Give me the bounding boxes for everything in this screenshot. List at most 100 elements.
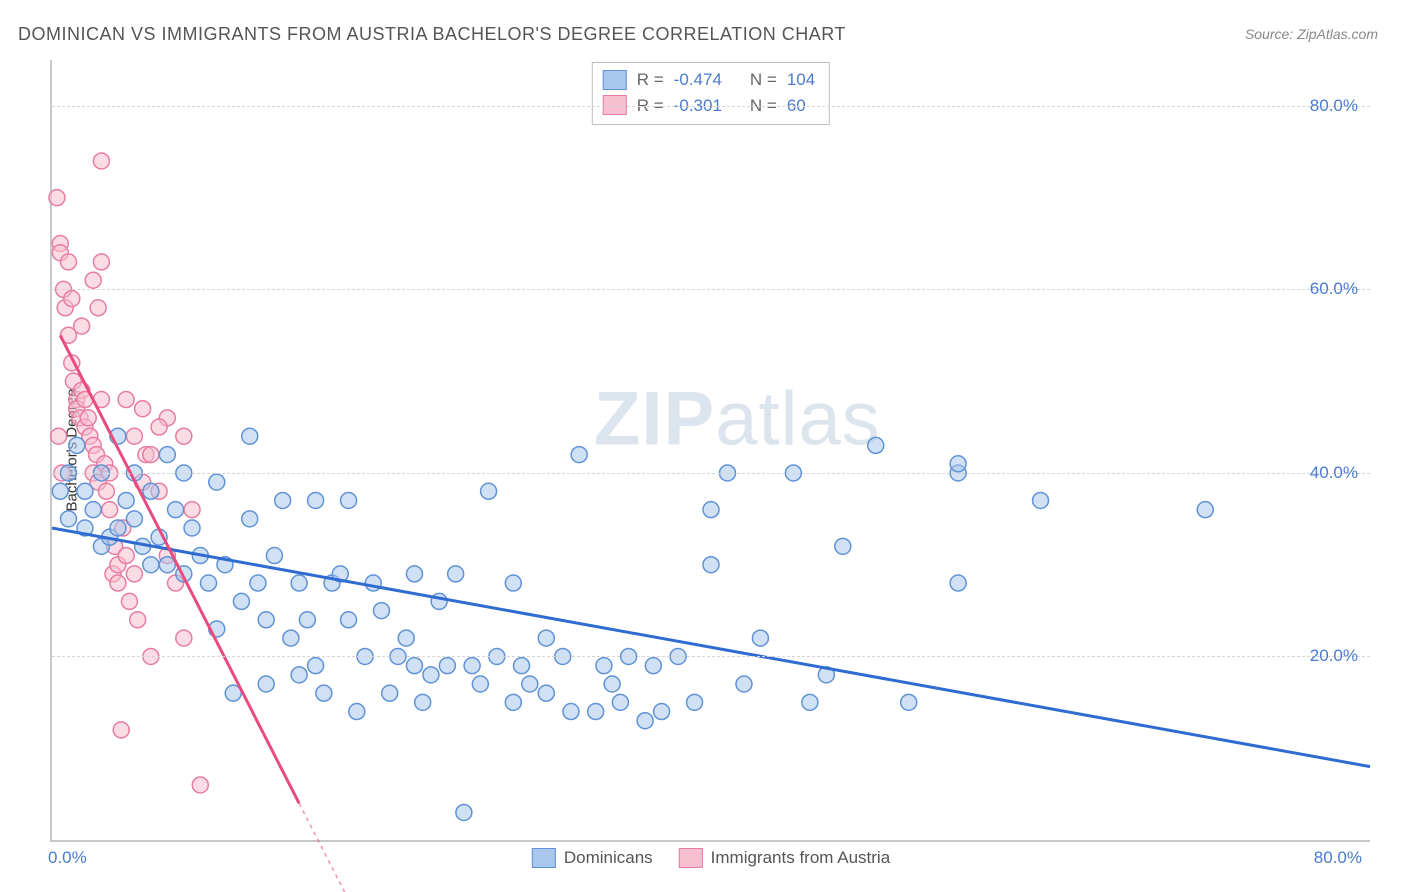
data-point (258, 612, 274, 628)
swatch-austria-icon (679, 848, 703, 868)
data-point (415, 694, 431, 710)
data-point (596, 658, 612, 674)
gridline (52, 289, 1370, 290)
data-point (176, 630, 192, 646)
data-point (121, 593, 137, 609)
data-point (703, 557, 719, 573)
chart-svg (52, 60, 1370, 840)
data-point (802, 694, 818, 710)
x-tick-origin: 0.0% (48, 848, 87, 868)
data-point (184, 502, 200, 518)
data-point (74, 318, 90, 334)
data-point (242, 511, 258, 527)
data-point (85, 272, 101, 288)
data-point (184, 520, 200, 536)
gridline (52, 106, 1370, 107)
data-point (464, 658, 480, 674)
x-tick-max: 80.0% (1314, 848, 1362, 868)
data-point (159, 447, 175, 463)
data-point (201, 575, 217, 591)
data-point (308, 658, 324, 674)
swatch-dominicans (603, 70, 627, 90)
data-point (143, 483, 159, 499)
data-point (126, 511, 142, 527)
data-point (637, 713, 653, 729)
data-point (126, 428, 142, 444)
data-point (1033, 492, 1049, 508)
data-point (80, 410, 96, 426)
data-point (505, 694, 521, 710)
data-point (52, 483, 68, 499)
data-point (341, 492, 357, 508)
data-point (538, 630, 554, 646)
data-point (49, 190, 65, 206)
data-point (64, 291, 80, 307)
data-point (126, 566, 142, 582)
data-point (143, 557, 159, 573)
gridline (52, 473, 1370, 474)
stats-row-dominicans: R = -0.474 N = 104 (603, 67, 815, 93)
y-tick-label: 60.0% (1310, 279, 1358, 299)
source-label: Source: ZipAtlas.com (1245, 26, 1378, 42)
data-point (69, 437, 85, 453)
data-point (612, 694, 628, 710)
data-point (645, 658, 661, 674)
data-point (77, 483, 93, 499)
data-point (472, 676, 488, 692)
data-point (505, 575, 521, 591)
data-point (423, 667, 439, 683)
data-point (481, 483, 497, 499)
regression-line (60, 335, 299, 803)
data-point (130, 612, 146, 628)
data-point (835, 538, 851, 554)
data-point (51, 428, 67, 444)
data-point (168, 502, 184, 518)
data-point (258, 676, 274, 692)
data-point (93, 153, 109, 169)
data-point (439, 658, 455, 674)
data-point (85, 502, 101, 518)
data-point (60, 511, 76, 527)
data-point (113, 722, 129, 738)
data-point (283, 630, 299, 646)
data-point (135, 401, 151, 417)
gridline (52, 656, 1370, 657)
stats-legend: R = -0.474 N = 104 R = -0.301 N = 60 (592, 62, 830, 125)
data-point (374, 603, 390, 619)
data-point (275, 492, 291, 508)
data-point (654, 704, 670, 720)
data-point (118, 548, 134, 564)
data-point (406, 658, 422, 674)
data-point (950, 456, 966, 472)
data-point (950, 575, 966, 591)
data-point (901, 694, 917, 710)
data-point (192, 777, 208, 793)
data-point (110, 575, 126, 591)
series-legend: Dominicans Immigrants from Austria (532, 848, 890, 868)
legend-item-austria: Immigrants from Austria (679, 848, 891, 868)
regression-line-ext (299, 803, 365, 892)
data-point (291, 667, 307, 683)
y-tick-label: 20.0% (1310, 646, 1358, 666)
data-point (93, 254, 109, 270)
data-point (102, 502, 118, 518)
data-point (98, 483, 114, 499)
data-point (349, 704, 365, 720)
data-point (703, 502, 719, 518)
data-point (1197, 502, 1213, 518)
data-point (752, 630, 768, 646)
data-point (176, 428, 192, 444)
data-point (266, 548, 282, 564)
data-point (151, 419, 167, 435)
data-point (448, 566, 464, 582)
data-point (233, 593, 249, 609)
data-point (250, 575, 266, 591)
data-point (209, 474, 225, 490)
data-point (456, 804, 472, 820)
y-tick-label: 40.0% (1310, 463, 1358, 483)
data-point (563, 704, 579, 720)
data-point (604, 676, 620, 692)
data-point (118, 492, 134, 508)
data-point (143, 447, 159, 463)
data-point (291, 575, 307, 591)
